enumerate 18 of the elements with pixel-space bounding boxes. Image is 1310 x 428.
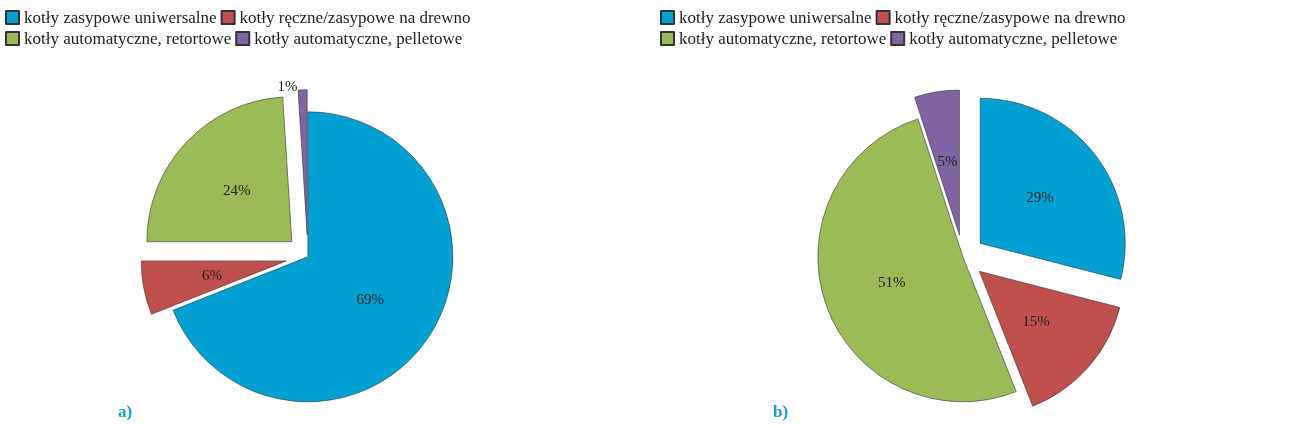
- data-label: 29%: [1026, 189, 1054, 206]
- legend-label: kotły automatyczne, retortowe: [24, 29, 232, 48]
- legend-label: kotły automatyczne, pelletowe: [909, 29, 1118, 48]
- legend-label: kotły zasypowe uniwersalne: [24, 8, 217, 27]
- data-label: 51%: [878, 274, 906, 291]
- legend-label: kotły automatyczne, retortowe: [679, 29, 887, 48]
- legend-label: kotły automatyczne, pelletowe: [254, 29, 463, 48]
- legend-label: kotły zasypowe uniwersalne: [679, 8, 872, 27]
- legend-label: kotły ręczne/zasypowe na drewno: [894, 8, 1126, 27]
- data-label: 6%: [202, 267, 223, 284]
- data-label: 69%: [356, 291, 385, 308]
- text: b): [773, 402, 789, 421]
- text: a): [118, 402, 133, 421]
- data-label: 1%: [277, 77, 298, 94]
- data-label: 5%: [937, 152, 958, 169]
- data-label: 15%: [1022, 313, 1050, 330]
- legend-label: kotły ręczne/zasypowe na drewno: [239, 8, 471, 27]
- data-label: 24%: [223, 182, 251, 199]
